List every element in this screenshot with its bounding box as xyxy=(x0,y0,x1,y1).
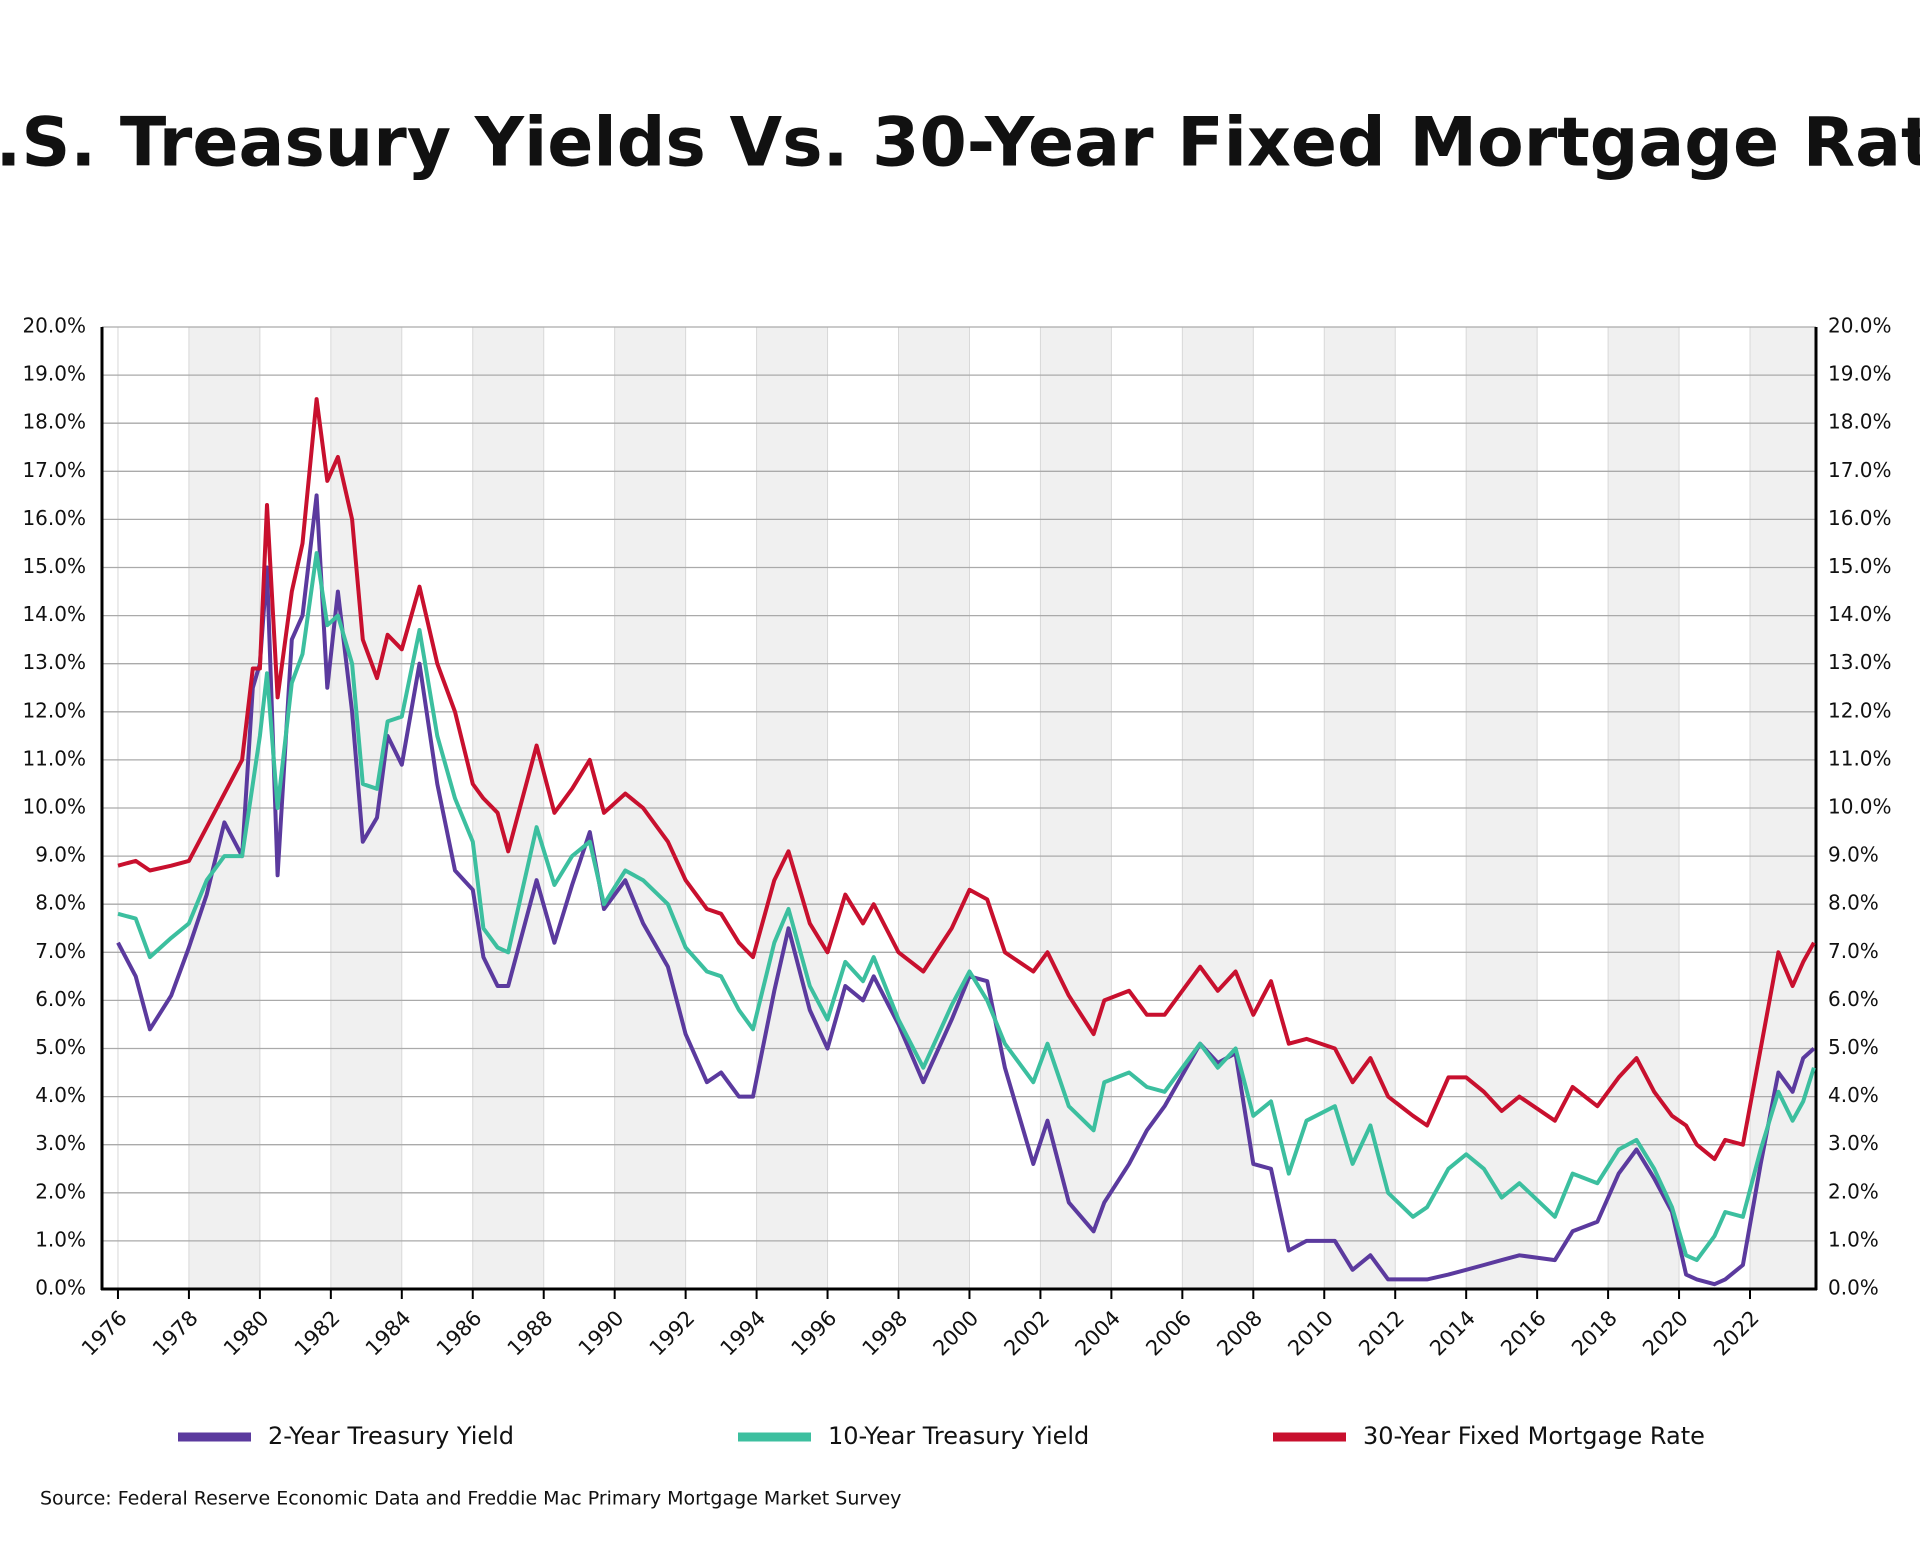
x-tick-label: 2010 xyxy=(1283,1306,1338,1361)
x-tick-label: 2022 xyxy=(1709,1306,1764,1361)
y-tick-label: 8.0% xyxy=(35,891,86,915)
y-tick-label: 12.0% xyxy=(22,698,86,722)
y-tick-label: 1.0% xyxy=(35,1227,86,1251)
y2-tick-label: 20.0% xyxy=(1828,314,1892,338)
y2-tick-label: 1.0% xyxy=(1828,1227,1879,1251)
y-tick-label: 19.0% xyxy=(22,362,86,386)
y2-tick-label: 2.0% xyxy=(1828,1179,1879,1203)
y2-tick-label: 4.0% xyxy=(1828,1083,1879,1107)
y-tick-label: 20.0% xyxy=(22,314,86,338)
y-tick-label: 15.0% xyxy=(22,554,86,578)
x-tick-label: 1980 xyxy=(219,1306,274,1361)
y-tick-label: 17.0% xyxy=(22,458,86,482)
y2-tick-label: 19.0% xyxy=(1828,362,1892,386)
x-tick-label: 1978 xyxy=(148,1306,203,1361)
x-tick-label: 2016 xyxy=(1496,1306,1551,1361)
y-tick-label: 4.0% xyxy=(35,1083,86,1107)
y-tick-label: 16.0% xyxy=(22,506,86,530)
x-tick-label: 1982 xyxy=(290,1306,345,1361)
x-tick-label: 1988 xyxy=(503,1306,558,1361)
y-tick-label: 13.0% xyxy=(22,650,86,674)
x-tick-label: 2000 xyxy=(928,1306,983,1361)
y2-tick-label: 9.0% xyxy=(1828,843,1879,867)
x-tick-label: 1984 xyxy=(361,1306,416,1361)
source-note: Source: Federal Reserve Economic Data an… xyxy=(40,1488,901,1510)
chart-title: U.S. Treasury Yields Vs. 30-Year Fixed M… xyxy=(0,104,1920,183)
legend-label: 2-Year Treasury Yield xyxy=(268,1422,514,1450)
x-tick-label: 1976 xyxy=(77,1306,132,1361)
y2-tick-label: 7.0% xyxy=(1828,939,1879,963)
x-tick-label: 1996 xyxy=(787,1306,842,1361)
x-tick-label: 2012 xyxy=(1354,1306,1409,1361)
y-tick-label: 14.0% xyxy=(22,602,86,626)
x-tick-label: 1990 xyxy=(574,1306,629,1361)
x-tick-label: 2004 xyxy=(1070,1306,1125,1361)
x-tick-label: 2006 xyxy=(1141,1306,1196,1361)
series-line xyxy=(116,493,1816,1287)
x-tick-label: 2008 xyxy=(1212,1306,1267,1361)
y-tick-label: 2.0% xyxy=(35,1179,86,1203)
series-line xyxy=(117,397,1816,1162)
y2-tick-label: 10.0% xyxy=(1828,795,1892,819)
x-tick-label: 1998 xyxy=(858,1306,913,1361)
y-tick-label: 0.0% xyxy=(35,1276,86,1300)
y2-tick-label: 14.0% xyxy=(1828,602,1892,626)
y-tick-label: 5.0% xyxy=(35,1035,86,1059)
y2-tick-label: 13.0% xyxy=(1828,650,1892,674)
x-tick-label: 2002 xyxy=(999,1306,1054,1361)
y2-tick-label: 18.0% xyxy=(1828,410,1892,434)
y-tick-label: 9.0% xyxy=(35,843,86,867)
y2-tick-label: 3.0% xyxy=(1828,1131,1879,1155)
x-tick-label: 2018 xyxy=(1567,1306,1622,1361)
x-tick-label: 1992 xyxy=(645,1306,700,1361)
legend-label: 10-Year Treasury Yield xyxy=(828,1422,1089,1450)
legend-label: 30-Year Fixed Mortgage Rate xyxy=(1363,1422,1705,1450)
series-line xyxy=(117,551,1816,1263)
x-tick-label: 1994 xyxy=(716,1306,771,1361)
y2-tick-label: 8.0% xyxy=(1828,891,1879,915)
x-tick-label: 2014 xyxy=(1425,1306,1480,1361)
y-tick-label: 3.0% xyxy=(35,1131,86,1155)
y2-tick-label: 11.0% xyxy=(1828,746,1892,770)
y2-tick-label: 0.0% xyxy=(1828,1276,1879,1300)
y-tick-label: 10.0% xyxy=(22,795,86,819)
x-tick-label: 2020 xyxy=(1638,1306,1693,1361)
y2-tick-label: 6.0% xyxy=(1828,987,1879,1011)
y2-tick-label: 15.0% xyxy=(1828,554,1892,578)
x-tick-label: 1986 xyxy=(432,1306,487,1361)
y2-tick-label: 17.0% xyxy=(1828,458,1892,482)
y-tick-label: 18.0% xyxy=(22,410,86,434)
y-tick-label: 7.0% xyxy=(35,939,86,963)
y-tick-label: 6.0% xyxy=(35,987,86,1011)
y2-tick-label: 16.0% xyxy=(1828,506,1892,530)
y2-tick-label: 12.0% xyxy=(1828,698,1892,722)
y2-tick-label: 5.0% xyxy=(1828,1035,1879,1059)
y-tick-label: 11.0% xyxy=(22,746,86,770)
